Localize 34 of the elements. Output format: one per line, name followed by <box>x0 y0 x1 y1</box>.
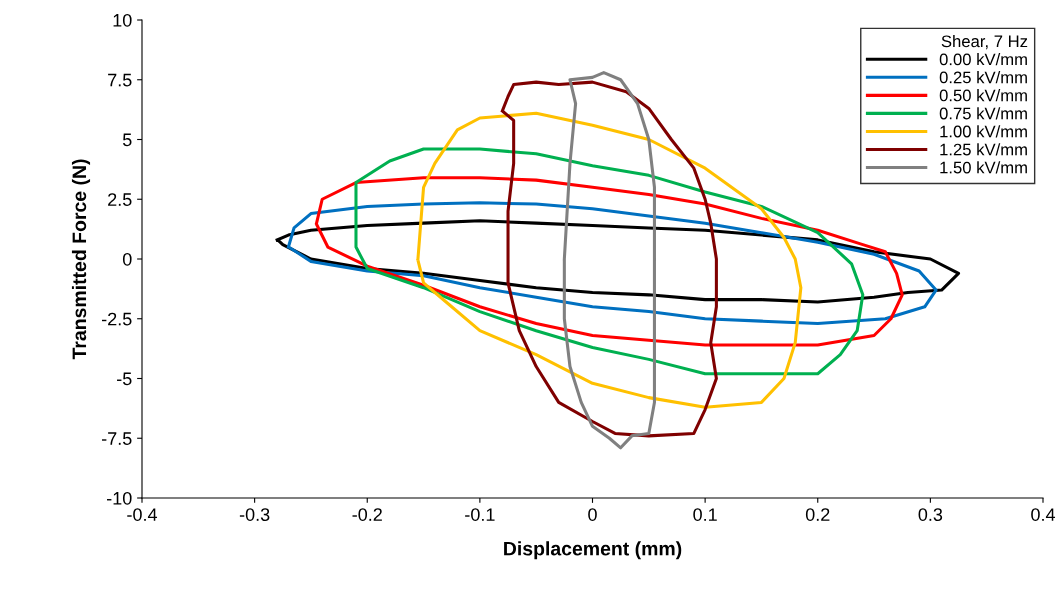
x-tick-label: -0.1 <box>465 508 495 521</box>
legend-label: 1.25 kV/mm <box>940 143 1027 156</box>
line-series <box>286 201 938 326</box>
y-axis-title: Transmitted Force (N) <box>71 159 91 360</box>
y-tick-label: -5 <box>117 372 132 386</box>
x-tick-label: 0.3 <box>918 508 943 521</box>
line-series <box>500 80 718 438</box>
x-tick-label: 0.1 <box>693 508 717 521</box>
y-tick-label: 5 <box>122 133 132 147</box>
x-tick-label: 0 <box>588 508 597 521</box>
x-tick-label: -0.2 <box>352 508 382 521</box>
line-series <box>416 111 803 409</box>
legend-label: 1.00 kV/mm <box>940 125 1027 138</box>
y-tick-label: 0 <box>122 252 132 266</box>
legend-label: 0.50 kV/mm <box>939 89 1027 102</box>
x-tick-label: -0.4 <box>127 508 158 521</box>
x-tick-label: 0.2 <box>805 508 830 521</box>
x-axis-title: Displacement (mm) <box>504 541 682 560</box>
legend-label: 0.25 kV/mm <box>939 71 1027 84</box>
legend-label: 1.50 kV/mm <box>940 161 1027 174</box>
line-series <box>315 176 904 347</box>
y-tick-label: -10 <box>106 491 132 505</box>
x-tick-label: -0.3 <box>239 508 270 521</box>
line-series <box>354 147 865 376</box>
y-tick-label: -7.5 <box>101 432 132 445</box>
x-tick-label: 0.4 <box>1031 508 1056 521</box>
y-tick-label: 10 <box>113 13 132 27</box>
y-tick-label: -2.5 <box>101 312 132 326</box>
line-series <box>562 71 656 450</box>
y-tick-label: 7.5 <box>108 73 132 87</box>
legend-label: 0.00 kV/mm <box>939 53 1027 66</box>
legend-title: Shear, 7 Hz <box>941 35 1028 50</box>
legend-label: 0.75 kV/mm <box>939 107 1027 120</box>
y-tick-label: 2.5 <box>108 193 132 206</box>
